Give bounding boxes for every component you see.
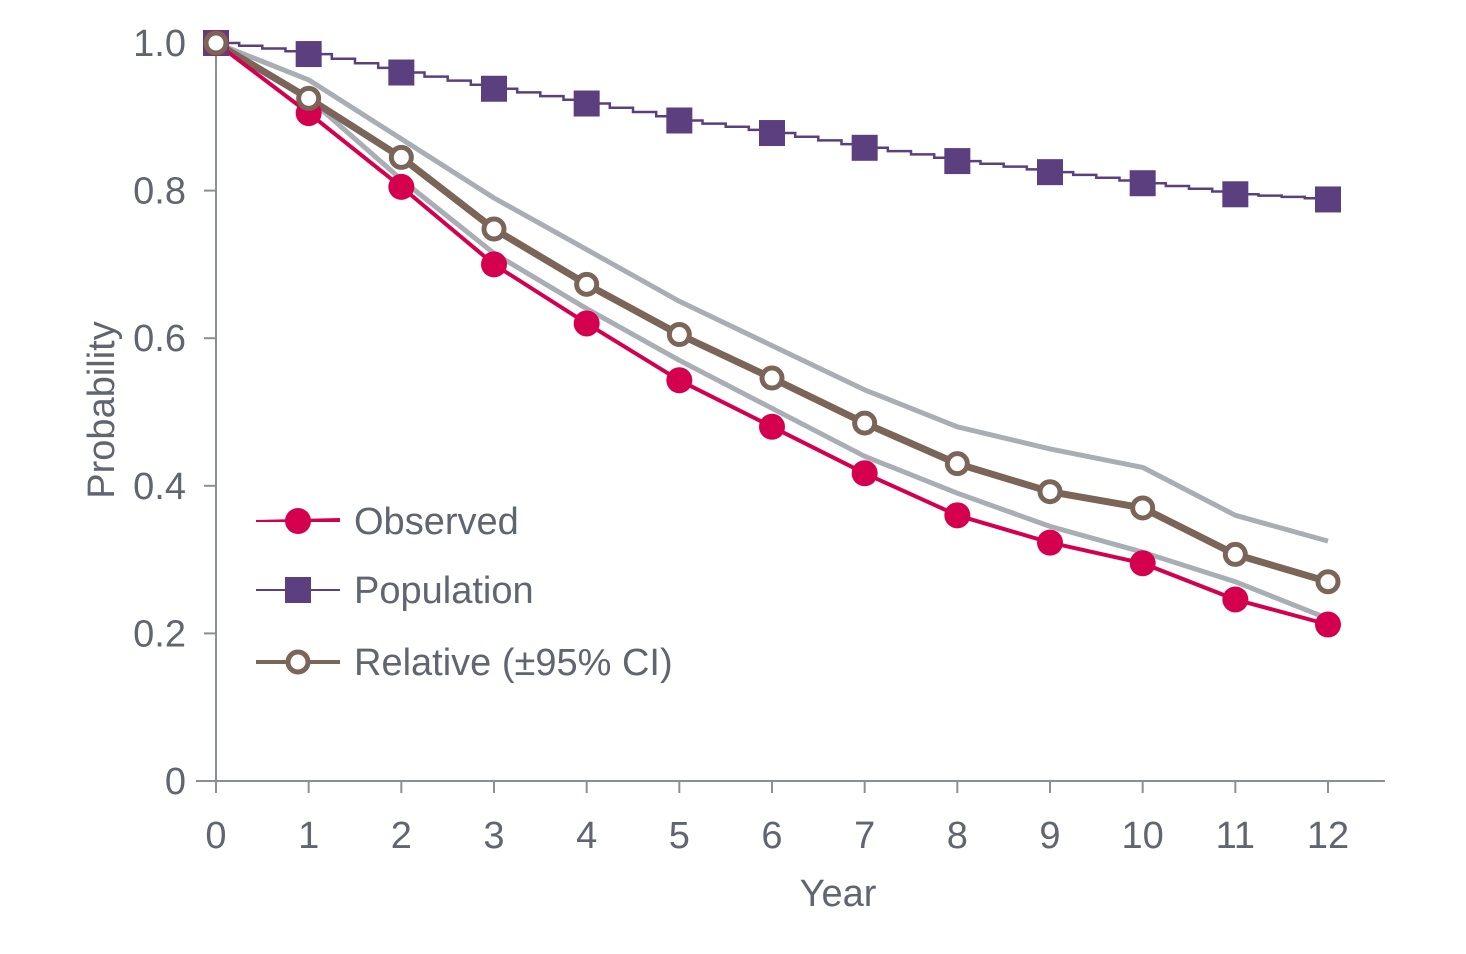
- population-point: [1315, 186, 1341, 213]
- legend: Observed Population Relative (±95% CI): [256, 501, 673, 684]
- observed-point: [944, 502, 971, 529]
- y-tick-label: 0.6: [133, 318, 186, 360]
- relative-point: [759, 365, 785, 391]
- relative-point: [1037, 479, 1063, 505]
- population-point: [1222, 181, 1249, 208]
- y-axis-title: Probability: [81, 321, 123, 498]
- relative-point: [1130, 495, 1156, 521]
- observed-point: [573, 310, 600, 337]
- population-point: [851, 134, 878, 161]
- legend-label: Observed: [354, 501, 519, 543]
- observed-point: [481, 251, 507, 278]
- legend-label: Population: [354, 570, 534, 612]
- population-point: [944, 148, 971, 175]
- x-tick-label: 12: [1307, 815, 1349, 857]
- population-point: [388, 59, 415, 86]
- x-tick-label: 2: [391, 815, 412, 857]
- x-tick-label: 0: [205, 815, 226, 857]
- x-tick-label: 7: [854, 815, 875, 857]
- relative-point: [203, 30, 229, 56]
- y-tick-label: 0.2: [133, 613, 186, 655]
- relative-point: [296, 85, 322, 111]
- relative-point: [666, 322, 692, 348]
- legend-swatch-marker: [285, 577, 311, 603]
- relative-point: [852, 410, 878, 436]
- observed-point: [666, 367, 693, 394]
- observed-point: [1222, 586, 1249, 613]
- ci-upper-line: [215, 40, 1329, 544]
- x-tick-label: 1: [298, 815, 319, 857]
- x-tick-label: 8: [947, 815, 968, 857]
- population-point: [295, 41, 322, 68]
- population-point: [1037, 159, 1063, 186]
- observed-point: [1037, 529, 1063, 556]
- y-tick-label: 0.8: [133, 171, 186, 213]
- x-tick-label: 4: [576, 815, 597, 857]
- relative-point: [1222, 541, 1248, 567]
- relative-point: [388, 144, 414, 170]
- relative-point: [944, 451, 970, 477]
- observed-point: [388, 173, 415, 200]
- observed-point: [1315, 611, 1341, 638]
- legend-label: Relative (±95% CI): [354, 642, 673, 684]
- relative-point: [574, 271, 600, 297]
- y-tick-label: 1.0: [133, 23, 186, 65]
- x-axis-title: Year: [800, 873, 877, 915]
- axes-layer: [196, 37, 1385, 793]
- legend-swatch-marker: [285, 508, 311, 534]
- x-tick-label: 10: [1122, 815, 1164, 857]
- legend-swatch-marker: [285, 649, 311, 675]
- observed-point: [759, 413, 785, 440]
- y-tick-label: 0.4: [133, 466, 186, 508]
- population-point: [666, 107, 693, 134]
- legend-item-relative: Relative (±95% CI): [256, 642, 673, 684]
- relative-point: [1315, 569, 1341, 595]
- x-tick-label: 3: [483, 815, 504, 857]
- legend-item-observed: Observed: [256, 501, 519, 543]
- x-tick-label: 5: [669, 815, 690, 857]
- relative-point: [481, 216, 507, 242]
- y-tick-label: 0: [165, 761, 186, 803]
- population-point: [1129, 170, 1156, 197]
- x-tick-label: 11: [1216, 815, 1255, 857]
- x-tick-label: 9: [1039, 815, 1060, 857]
- legend-item-population: Population: [256, 570, 534, 612]
- population-point: [481, 75, 507, 102]
- x-tick-label: 6: [761, 815, 782, 857]
- observed-point: [851, 460, 878, 487]
- population-point: [759, 120, 785, 147]
- observed-point: [1129, 550, 1156, 577]
- series-layer: [203, 30, 1341, 638]
- population-point: [573, 90, 600, 117]
